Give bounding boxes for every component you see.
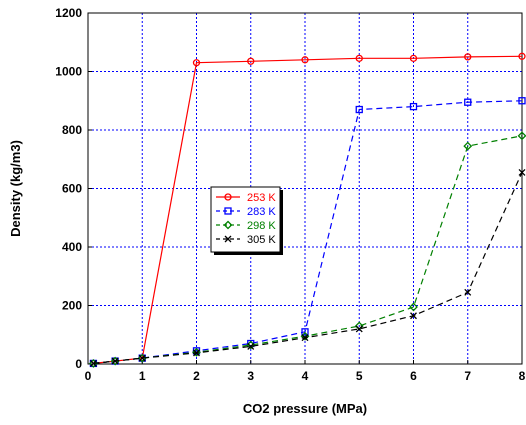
- data-point: [410, 312, 417, 320]
- data-point: [224, 193, 232, 201]
- data-point: [137, 353, 147, 363]
- data-point: [89, 359, 97, 367]
- data-point: [193, 349, 200, 357]
- grid-lines: [88, 13, 522, 364]
- data-point: [518, 52, 526, 60]
- legend-label: 253 K: [247, 192, 276, 204]
- series-1: [89, 97, 526, 368]
- x-tick-label: 8: [519, 369, 526, 383]
- x-tick-label: 4: [302, 369, 309, 383]
- data-point: [464, 98, 472, 106]
- y-axis-label: Density (kg/m3): [8, 140, 23, 237]
- data-point: [409, 102, 418, 111]
- x-tick-label: 1: [139, 369, 146, 383]
- x-tick-label: 6: [410, 369, 417, 383]
- data-point: [301, 328, 309, 336]
- legend-item: 298 K: [216, 220, 276, 232]
- data-point: [518, 168, 526, 176]
- y-tick-label: 1200: [55, 6, 82, 20]
- x-tick-label: 3: [247, 369, 254, 383]
- data-point: [89, 358, 98, 368]
- legend-label: 283 K: [247, 206, 276, 218]
- axis-ticks: 0 1 2 3 4 5 6 7 8 0 200 400 600 800 1000 1200: [55, 6, 525, 383]
- legend-label: 305 K: [247, 234, 276, 246]
- data-point: [223, 220, 233, 230]
- series-line: [93, 100, 523, 364]
- y-tick-label: 0: [75, 357, 82, 371]
- data-point: [355, 54, 363, 62]
- data-point: [355, 325, 363, 333]
- data-point: [517, 131, 526, 141]
- data-point: [355, 105, 363, 114]
- series-3: [89, 168, 526, 367]
- series-group: [89, 52, 526, 368]
- data-point: [110, 356, 120, 366]
- data-point: [247, 342, 255, 350]
- y-tick-label: 200: [62, 299, 82, 313]
- data-point: [518, 97, 526, 105]
- legend-item: 305 K: [216, 234, 276, 246]
- data-point: [111, 357, 119, 365]
- x-tick-label: 2: [193, 369, 200, 383]
- legend-item: 253 K: [216, 192, 276, 204]
- data-point: [224, 235, 232, 243]
- y-tick-label: 1000: [55, 65, 82, 79]
- data-point: [463, 141, 473, 151]
- data-point: [192, 347, 201, 355]
- data-point: [409, 54, 418, 62]
- y-tick-label: 800: [62, 123, 82, 137]
- legend-box: [210, 186, 281, 253]
- data-point: [464, 53, 472, 61]
- series-line: [93, 55, 523, 364]
- data-point: [301, 334, 309, 342]
- x-tick-label: 7: [464, 369, 471, 383]
- data-point: [138, 354, 146, 362]
- x-tick-label: 5: [356, 369, 363, 383]
- data-point: [247, 57, 255, 65]
- data-point: [192, 59, 201, 67]
- y-tick-label: 400: [62, 240, 82, 254]
- data-point: [464, 288, 472, 296]
- x-tick-label: 0: [85, 369, 92, 383]
- data-point: [409, 302, 418, 312]
- legend-label: 298 K: [247, 220, 276, 232]
- series-0: [89, 52, 526, 368]
- data-point: [224, 207, 232, 215]
- data-point: [301, 56, 309, 64]
- series-line: [93, 172, 523, 364]
- x-axis-label: CO2 pressure (MPa): [243, 401, 367, 416]
- y-tick-label: 600: [62, 182, 82, 196]
- legend: 253 K 283 K 298 K 305 K: [210, 186, 283, 255]
- legend-item: 283 K: [216, 206, 276, 218]
